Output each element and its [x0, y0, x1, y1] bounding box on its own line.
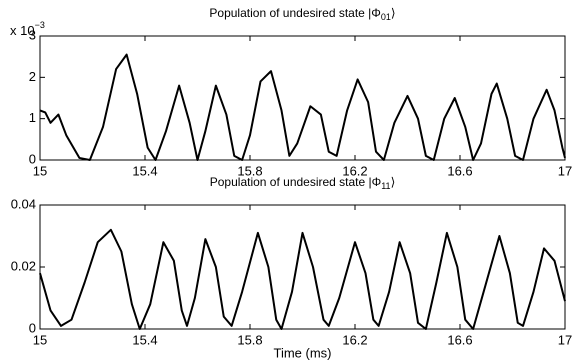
x-tick-label: 16.2 — [342, 332, 367, 347]
plot-frame — [39, 204, 566, 330]
data-line — [39, 53, 566, 161]
x-tick-label: 16.6 — [447, 332, 472, 347]
x-tick-label: 17 — [558, 163, 572, 178]
y-tick-label: 0.04 — [11, 196, 36, 211]
x-tick-label: 15.8 — [237, 332, 262, 347]
plot-frame — [39, 35, 566, 161]
y-multiplier: x 10−3 — [10, 20, 45, 38]
subplot-title: Population of undesired state |Φ01⟩ — [209, 6, 395, 22]
multiplier-exponent: −3 — [35, 20, 45, 30]
subplot: Population of undesired state |Φ01⟩x 10−… — [10, 6, 572, 178]
y-tick-label: 1 — [29, 110, 36, 125]
title-text: Population of undesired state |Φ — [210, 175, 381, 189]
x-tick-label: 15 — [33, 332, 47, 347]
title-suffix: ⟩ — [391, 6, 396, 20]
x-tick-label: 16.2 — [342, 163, 367, 178]
x-tick-label: 17 — [558, 332, 572, 347]
y-tick-label: 0 — [29, 151, 36, 166]
x-axis-label: Time (ms) — [273, 345, 331, 360]
x-tick-label: 15 — [33, 163, 47, 178]
y-tick-label: 0.02 — [11, 258, 36, 273]
x-tick-label: 16.6 — [447, 163, 472, 178]
title-suffix: ⟩ — [391, 175, 396, 189]
x-tick-label: 15.4 — [132, 332, 157, 347]
title-subscript: 01 — [381, 12, 391, 22]
y-tick-label: 0 — [29, 320, 36, 335]
y-tick-label: 2 — [29, 69, 36, 84]
x-tick-label: 15.4 — [132, 163, 157, 178]
x-tick-label: 15.8 — [237, 163, 262, 178]
subplot-title: Population of undesired state |Φ11⟩ — [210, 175, 396, 191]
title-subscript: 11 — [381, 181, 390, 191]
multiplier-base: x 10 — [10, 23, 35, 38]
y-tick-label: 3 — [29, 27, 36, 42]
title-text: Population of undesired state |Φ — [209, 6, 380, 20]
subplot: Population of undesired state |Φ11⟩ 15 15.… — [11, 175, 573, 360]
data-line — [39, 228, 566, 330]
